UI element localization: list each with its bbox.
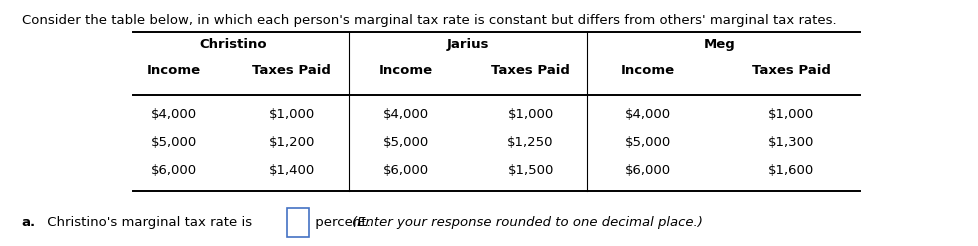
Text: Taxes Paid: Taxes Paid	[491, 64, 569, 77]
Text: $1,400: $1,400	[268, 165, 315, 177]
Text: $5,000: $5,000	[151, 136, 198, 149]
Text: $1,000: $1,000	[507, 108, 554, 121]
Text: $4,000: $4,000	[624, 108, 671, 121]
Text: Christino's marginal tax rate is: Christino's marginal tax rate is	[43, 216, 256, 229]
Text: $5,000: $5,000	[624, 136, 671, 149]
Text: $4,000: $4,000	[382, 108, 429, 121]
Text: $1,200: $1,200	[268, 136, 315, 149]
Text: Consider the table below, in which each person's marginal tax rate is constant b: Consider the table below, in which each …	[22, 14, 835, 27]
Text: Meg: Meg	[703, 38, 734, 51]
Text: a.: a.	[22, 216, 35, 229]
Text: $1,250: $1,250	[507, 136, 554, 149]
Text: Jarius: Jarius	[446, 38, 489, 51]
Text: $6,000: $6,000	[382, 165, 429, 177]
Text: $1,500: $1,500	[507, 165, 554, 177]
Text: $6,000: $6,000	[624, 165, 671, 177]
Text: $1,600: $1,600	[767, 165, 814, 177]
Text: $1,000: $1,000	[767, 108, 814, 121]
Text: $1,300: $1,300	[767, 136, 814, 149]
Text: $1,000: $1,000	[268, 108, 315, 121]
Text: (Enter your response rounded to one decimal place.): (Enter your response rounded to one deci…	[352, 216, 702, 229]
Text: Income: Income	[147, 64, 201, 77]
Text: $4,000: $4,000	[151, 108, 198, 121]
Text: $5,000: $5,000	[382, 136, 429, 149]
Text: Income: Income	[620, 64, 675, 77]
Text: Income: Income	[378, 64, 433, 77]
Text: percent.: percent.	[311, 216, 375, 229]
Text: $6,000: $6,000	[151, 165, 198, 177]
Text: Taxes Paid: Taxes Paid	[751, 64, 829, 77]
FancyBboxPatch shape	[287, 208, 308, 237]
Text: Christino: Christino	[199, 38, 267, 51]
Text: Taxes Paid: Taxes Paid	[252, 64, 331, 77]
